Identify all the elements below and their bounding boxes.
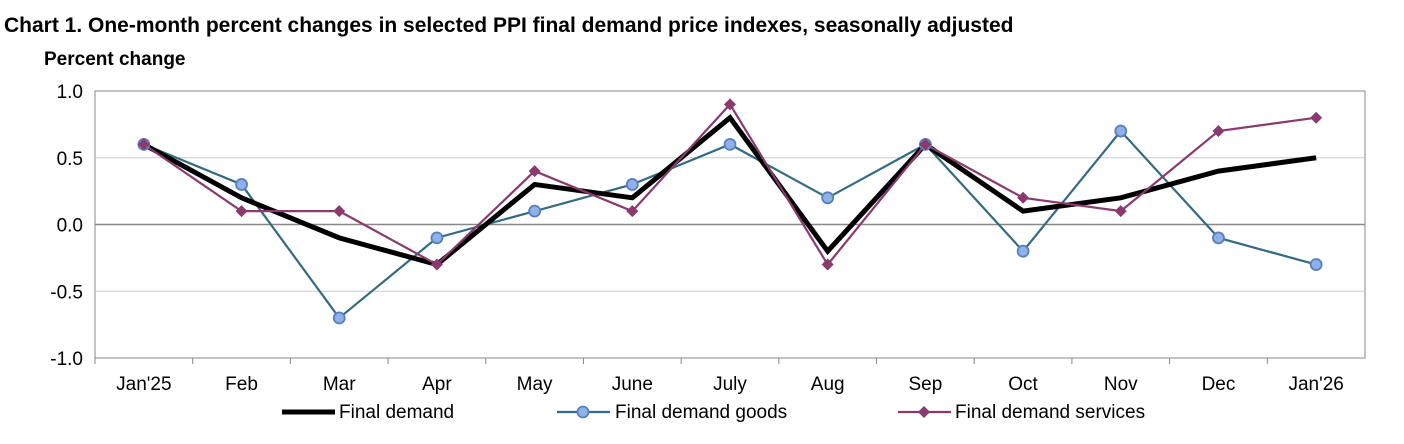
services-point xyxy=(1114,205,1127,218)
x-tick-label: Jan'26 xyxy=(1288,374,1343,395)
x-tick-label: Nov xyxy=(1104,374,1138,395)
x-tick-label: May xyxy=(517,374,553,395)
services-point xyxy=(626,205,639,218)
services-point xyxy=(333,205,346,218)
x-tick-label: Apr xyxy=(422,374,452,395)
goods-point xyxy=(1016,244,1030,258)
services-point xyxy=(235,205,248,218)
chart-title: Chart 1. One-month percent changes in se… xyxy=(4,14,1014,37)
x-tick-label: Aug xyxy=(811,374,845,395)
services-point xyxy=(1212,125,1225,138)
series-line-final-demand xyxy=(142,114,1317,268)
legend-label-final-demand: Final demand xyxy=(339,402,454,423)
goods-point xyxy=(528,204,542,218)
x-tick-label: Oct xyxy=(1008,374,1038,395)
legend-marker-goods xyxy=(576,405,590,419)
goods-point xyxy=(723,137,737,151)
services-point xyxy=(919,138,932,151)
x-tick-label: Jan'25 xyxy=(116,374,171,395)
goods-point xyxy=(821,191,835,205)
services-point xyxy=(528,165,541,178)
x-tick-label: Dec xyxy=(1202,374,1236,395)
services-point xyxy=(1310,111,1323,124)
x-tick-label: Mar xyxy=(323,374,356,395)
goods-point xyxy=(1212,231,1225,245)
y-axis-label: Percent change xyxy=(44,49,186,70)
services-point xyxy=(137,138,150,151)
legend-marker-services xyxy=(918,406,930,418)
legend-label-final-demand-goods: Final demand goods xyxy=(615,402,787,423)
y-tick-label: -1.0 xyxy=(50,349,83,370)
goods-point xyxy=(235,178,248,191)
goods-point xyxy=(332,311,346,325)
goods-point xyxy=(1309,258,1323,271)
services-point xyxy=(724,98,736,111)
goods-point xyxy=(1114,124,1128,138)
x-tick-label: July xyxy=(713,374,747,395)
goods-point xyxy=(625,178,639,191)
y-tick-label: 0.5 xyxy=(57,149,83,170)
services-point xyxy=(821,258,834,271)
y-tick-label: 0.0 xyxy=(57,216,83,237)
x-tick-label: Feb xyxy=(225,374,258,395)
y-tick-label: 1.0 xyxy=(57,82,83,103)
services-point xyxy=(1017,191,1030,204)
x-tick-label: Sep xyxy=(908,374,942,395)
x-tick-label: June xyxy=(612,374,653,395)
goods-point xyxy=(430,231,444,245)
services-point xyxy=(430,258,443,271)
y-tick-label: -0.5 xyxy=(50,282,83,303)
legend-label-final-demand-services: Final demand services xyxy=(955,402,1145,423)
